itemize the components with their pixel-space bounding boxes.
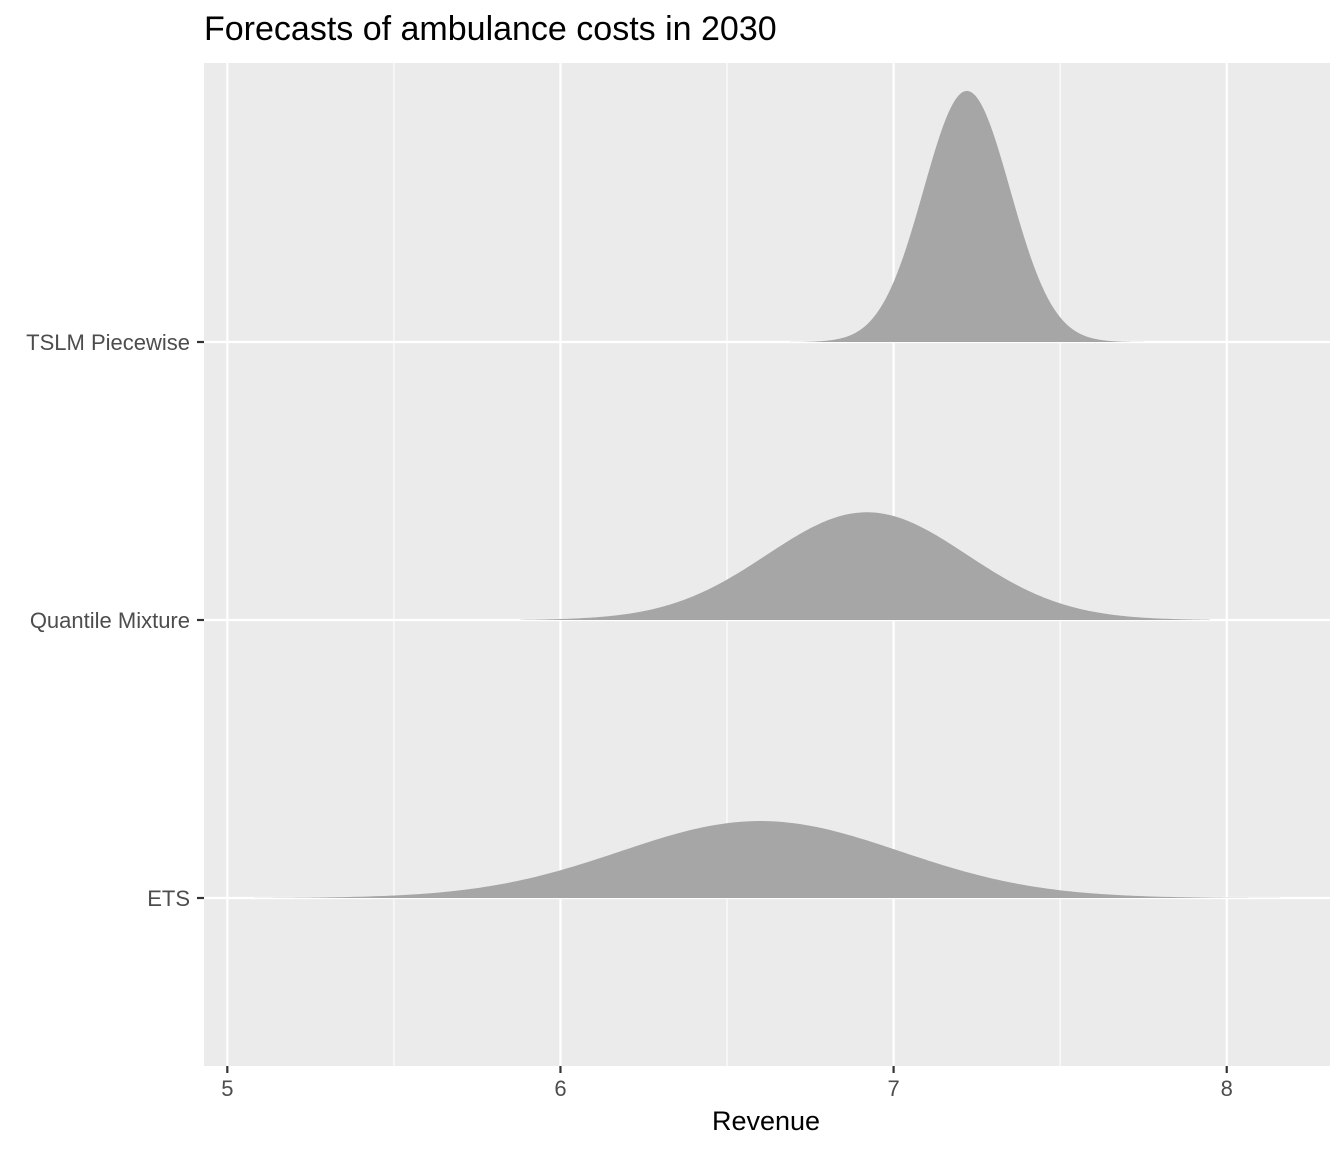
x-tick-label: 6 bbox=[554, 1076, 566, 1101]
density-ridge-quantile-mixture bbox=[520, 512, 1211, 620]
x-tick-label: 5 bbox=[221, 1076, 233, 1101]
x-tick-label: 7 bbox=[887, 1076, 899, 1101]
x-axis: 5 6 7 8 bbox=[221, 1066, 1233, 1101]
density-ridge-ets bbox=[253, 821, 1281, 898]
y-tick-label: ETS bbox=[147, 886, 190, 911]
y-tick-label: Quantile Mixture bbox=[30, 608, 190, 633]
density-ridges bbox=[253, 90, 1281, 898]
x-axis-title: Revenue bbox=[712, 1106, 820, 1136]
y-axis: ETS Quantile Mixture TSLM Piecewise bbox=[26, 330, 204, 911]
chart-title: Forecasts of ambulance costs in 2030 bbox=[204, 10, 777, 48]
x-tick-label: 8 bbox=[1221, 1076, 1233, 1101]
density-ridge-tslm-piecewise bbox=[776, 90, 1157, 343]
y-tick-label: TSLM Piecewise bbox=[26, 330, 190, 355]
